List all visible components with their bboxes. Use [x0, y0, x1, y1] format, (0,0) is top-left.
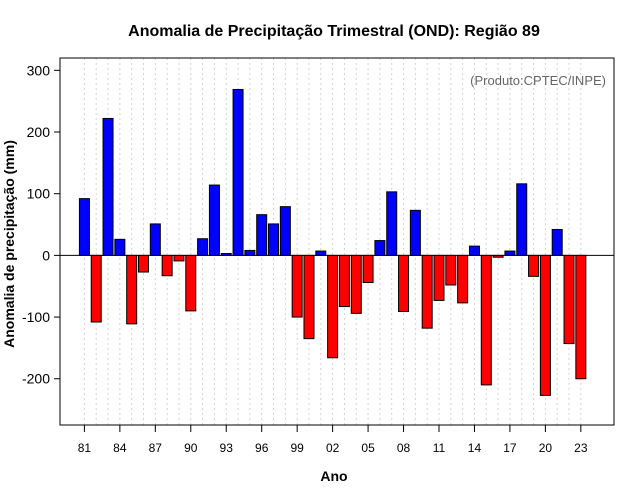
- x-tick-label: 90: [184, 441, 198, 455]
- x-tick-label: 81: [78, 441, 92, 455]
- bar-1985: [126, 254, 138, 325]
- y-axis: 300 200 100 0 -100 -200: [22, 62, 60, 387]
- bar-1993: [220, 253, 232, 256]
- bar-1986: [138, 254, 149, 273]
- bar-1996: [256, 214, 268, 256]
- bar-2006: [374, 240, 386, 256]
- bar-2017: [504, 250, 516, 256]
- x-tick-label: 87: [149, 441, 163, 455]
- bar-2022: [563, 254, 575, 345]
- chart-title: Anomalia de Precipitação Trimestral (OND…: [128, 23, 540, 40]
- y-axis-label: Anomalia de precipitação (mm): [1, 140, 17, 348]
- bar-2007: [386, 191, 398, 256]
- x-tick-label: 96: [255, 441, 269, 455]
- x-axis-label: Ano: [320, 468, 347, 484]
- bar-1992: [208, 184, 220, 256]
- x-tick-label: 14: [468, 441, 482, 455]
- bar-2008: [398, 254, 410, 313]
- bar-2010: [421, 254, 433, 329]
- y-tick-label: 0: [42, 247, 50, 263]
- x-tick-label: 84: [113, 441, 127, 455]
- y-tick-label: 200: [27, 124, 51, 140]
- bar-1981: [78, 198, 90, 256]
- bar-1984: [114, 238, 126, 256]
- bar-2009: [409, 209, 421, 256]
- x-tick-label: 08: [397, 441, 411, 455]
- plot-frame: [59, 57, 615, 426]
- y-tick-label: 300: [27, 62, 51, 78]
- bar-2015: [480, 254, 492, 386]
- bar-2012: [445, 254, 457, 286]
- x-tick-label: 17: [503, 441, 517, 455]
- y-tick-label: 100: [27, 186, 51, 202]
- bar-2019: [528, 254, 540, 277]
- bar-2023: [575, 254, 587, 380]
- bar-2003: [338, 254, 350, 308]
- source-annotation: (Produto:CPTEC/INPE): [470, 73, 606, 88]
- x-tick-label: 99: [290, 441, 304, 455]
- bar-1982: [90, 254, 102, 323]
- bar-2021: [551, 228, 563, 256]
- bar-1995: [244, 249, 256, 256]
- bar-2004: [350, 254, 362, 314]
- bar-2016: [492, 254, 504, 258]
- bar-1994: [232, 88, 244, 256]
- x-tick-label: 05: [361, 441, 375, 455]
- bar-2018: [516, 183, 528, 256]
- x-tick-label: 02: [326, 441, 340, 455]
- bar-1991: [197, 238, 209, 256]
- bar-1990: [185, 254, 197, 312]
- x-tick-label: 23: [574, 441, 588, 455]
- grid-lines: [83, 58, 582, 425]
- bar-1997: [268, 223, 280, 256]
- bar-1983: [102, 117, 114, 256]
- bar-1998: [279, 206, 291, 256]
- x-tick-label: 11: [433, 441, 446, 455]
- bar-2011: [433, 254, 445, 301]
- bar-2014: [468, 245, 480, 256]
- bars: [78, 88, 587, 396]
- bar-2002: [327, 254, 339, 359]
- bar-2013: [457, 254, 469, 304]
- bar-2001: [315, 250, 327, 256]
- x-tick-label: 20: [539, 441, 553, 455]
- bar-1999: [291, 254, 303, 318]
- bar-2005: [362, 254, 374, 284]
- bar-2020: [539, 254, 551, 396]
- y-tick-label: -200: [22, 371, 50, 387]
- bar-1989: [173, 254, 185, 262]
- x-tick-label: 93: [220, 441, 234, 455]
- y-tick-label: -100: [22, 309, 50, 325]
- x-axis: 81 84 87 90 93 96 99 02 05 08 11 14 17 20 23: [78, 425, 588, 455]
- bar-1988: [161, 254, 173, 277]
- bar-2000: [303, 254, 315, 340]
- bar-1987: [149, 223, 161, 256]
